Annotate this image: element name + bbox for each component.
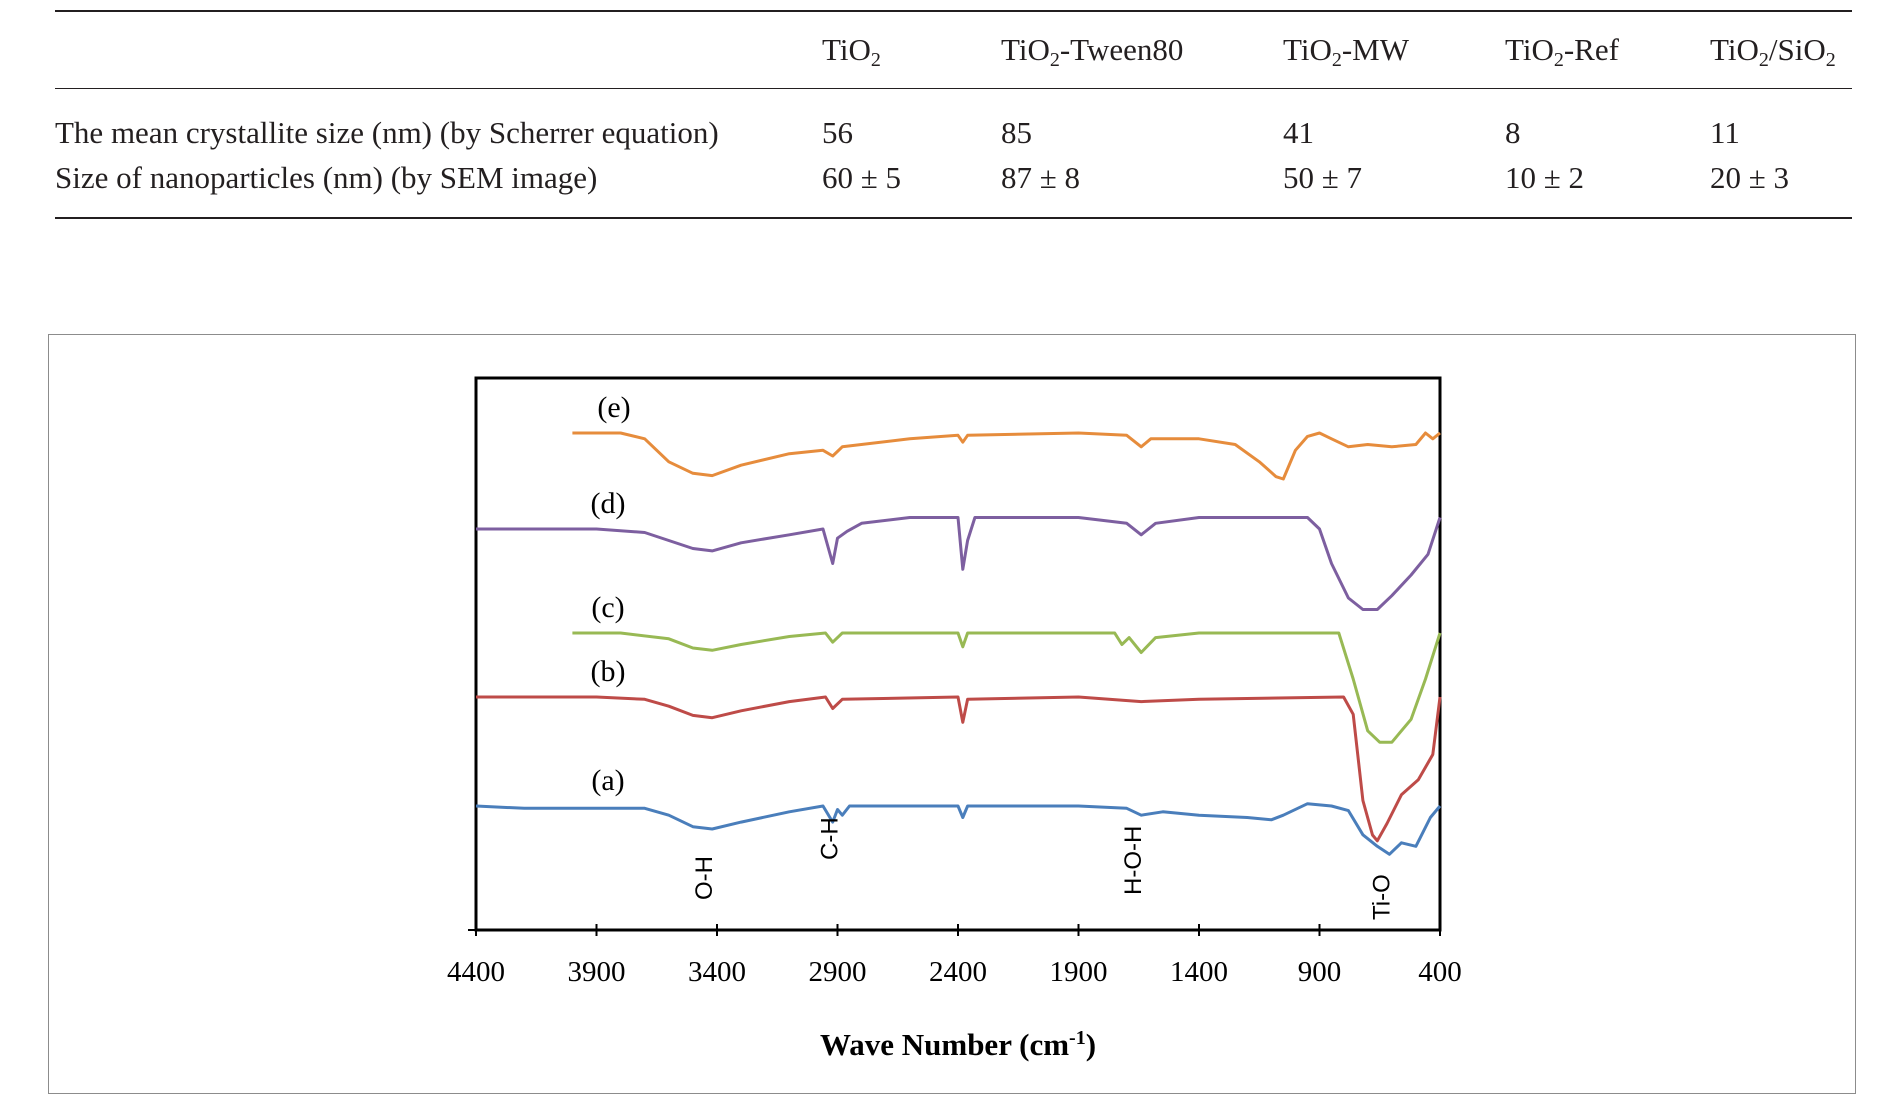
band-label: O-H — [691, 856, 718, 900]
table-cell: 87 ± 8 — [1001, 160, 1081, 195]
band-label: Ti-O — [1368, 874, 1395, 920]
band-labels: O-H C-H H-O-H Ti-O — [691, 817, 1395, 920]
table-header-cell — [55, 11, 822, 89]
table-cell: 85 — [1001, 115, 1032, 150]
x-tick-label: 1400 — [1170, 956, 1228, 988]
table-header-row: TiO2 TiO2-Tween80 TiO2-MW TiO2-Ref TiO2/… — [55, 11, 1852, 89]
x-tick-label: 3400 — [688, 956, 746, 988]
spectrum-line — [572, 631, 1442, 744]
table-cell: 20 ± 3 — [1710, 160, 1790, 195]
x-tick-label: 1900 — [1050, 956, 1108, 988]
series-label: (a) — [591, 764, 624, 797]
table-row: The mean crystallite size (nm) (by Scher… — [55, 89, 1852, 156]
table-header-cell: TiO2/SiO2 — [1710, 11, 1852, 89]
table-cell: 10 ± 2 — [1505, 160, 1585, 195]
x-tick-label: 2400 — [929, 956, 987, 988]
table-cell: 41 — [1283, 115, 1314, 150]
table-row: Size of nanoparticles (nm) (by SEM image… — [55, 155, 1852, 218]
table-cell: 60 ± 5 — [822, 160, 902, 195]
x-tick-label: 400 — [1418, 956, 1462, 988]
series-label: (e) — [597, 391, 630, 424]
spectrum-line — [572, 431, 1441, 481]
series-label: (c) — [591, 591, 624, 624]
spectrum-line — [476, 695, 1442, 843]
x-axis-title-close: ) — [1086, 1027, 1096, 1062]
results-table-container: TiO2 TiO2-Tween80 TiO2-MW TiO2-Ref TiO2/… — [55, 10, 1852, 219]
spectra-group: (a) (b) (c) (d) (e) — [475, 391, 1442, 856]
x-axis-title: Wave Number (cm-1) — [820, 1027, 1096, 1062]
plot-area — [474, 376, 1442, 932]
x-tick-label: 2900 — [809, 956, 867, 988]
table-header-cell: TiO2-Tween80 — [1001, 11, 1283, 89]
x-tick-label: 4400 — [447, 956, 505, 988]
series-label: (b) — [591, 655, 626, 688]
table-cell: 11 — [1710, 115, 1740, 150]
series-label: (d) — [591, 487, 626, 520]
row-label: Size of nanoparticles (nm) (by SEM image… — [55, 160, 598, 195]
x-tick-label: 900 — [1298, 956, 1342, 988]
table-cell: 50 ± 7 — [1283, 160, 1363, 195]
table-header-cell: TiO2 — [822, 11, 1001, 89]
crystallite-size-table: TiO2 TiO2-Tween80 TiO2-MW TiO2-Ref TiO2/… — [55, 10, 1852, 219]
table-cell: 8 — [1505, 115, 1521, 150]
x-tick-label: 3900 — [568, 956, 626, 988]
row-label: The mean crystallite size (nm) (by Scher… — [55, 115, 719, 150]
x-axis-title-sup: -1 — [1069, 1027, 1086, 1049]
band-label: C-H — [817, 817, 844, 860]
spectrum-line — [475, 802, 1442, 856]
table-header-cell: TiO2-MW — [1283, 11, 1505, 89]
table-header-cell: TiO2-Ref — [1505, 11, 1710, 89]
band-label: H-O-H — [1120, 826, 1147, 895]
spectrum-line — [476, 516, 1442, 611]
x-axis-title-main: Wave Number (cm — [820, 1027, 1069, 1062]
x-axis-ticks: 4400 3900 3400 2900 2400 1900 1400 900 400 — [447, 924, 1462, 988]
table-cell: 56 — [822, 115, 853, 150]
